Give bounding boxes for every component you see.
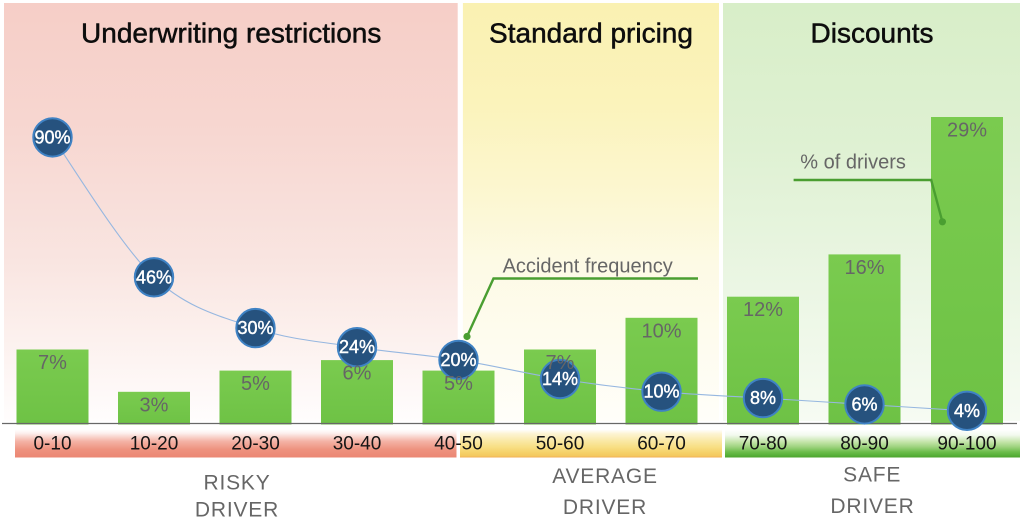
svg-text:10-20: 10-20 [130, 434, 179, 455]
svg-text:DRIVER: DRIVER [195, 499, 279, 522]
svg-text:SAFE: SAFE [843, 463, 901, 486]
svg-text:6%: 6% [851, 394, 877, 414]
svg-text:90-100: 90-100 [937, 434, 996, 455]
svg-text:5%: 5% [241, 373, 270, 395]
svg-text:29%: 29% [947, 120, 987, 142]
svg-text:46%: 46% [136, 267, 172, 287]
svg-text:30%: 30% [237, 318, 273, 338]
svg-text:AVERAGE: AVERAGE [552, 465, 658, 488]
svg-text:0-10: 0-10 [33, 434, 71, 455]
svg-text:80-90: 80-90 [840, 434, 889, 455]
svg-text:24%: 24% [339, 337, 375, 357]
svg-text:70-80: 70-80 [739, 434, 788, 455]
svg-text:20-30: 20-30 [231, 434, 280, 455]
svg-text:10%: 10% [641, 320, 681, 342]
svg-text:RISKY: RISKY [203, 472, 270, 495]
svg-text:7%: 7% [546, 352, 575, 374]
svg-text:DRIVER: DRIVER [563, 496, 647, 519]
svg-text:DRIVER: DRIVER [830, 495, 914, 518]
svg-text:Discounts: Discounts [811, 18, 934, 49]
svg-text:40-50: 40-50 [434, 434, 483, 455]
svg-text:30-40: 30-40 [333, 434, 382, 455]
svg-text:60-70: 60-70 [637, 434, 686, 455]
svg-text:Accident frequency: Accident frequency [503, 256, 673, 278]
svg-text:90%: 90% [34, 127, 70, 147]
svg-text:12%: 12% [743, 299, 783, 321]
svg-text:7%: 7% [38, 352, 67, 374]
svg-text:8%: 8% [750, 388, 776, 408]
svg-text:% of drivers: % of drivers [800, 152, 906, 174]
svg-text:5%: 5% [444, 373, 473, 395]
svg-text:16%: 16% [844, 257, 884, 279]
svg-text:6%: 6% [343, 363, 372, 385]
svg-text:10%: 10% [643, 382, 679, 402]
svg-text:14%: 14% [542, 369, 578, 389]
svg-text:3%: 3% [140, 394, 169, 416]
svg-text:50-60: 50-60 [536, 434, 585, 455]
svg-text:4%: 4% [954, 401, 980, 421]
svg-text:Underwriting restrictions: Underwriting restrictions [81, 18, 381, 49]
svg-text:20%: 20% [440, 350, 476, 370]
svg-text:Standard pricing: Standard pricing [489, 18, 693, 49]
